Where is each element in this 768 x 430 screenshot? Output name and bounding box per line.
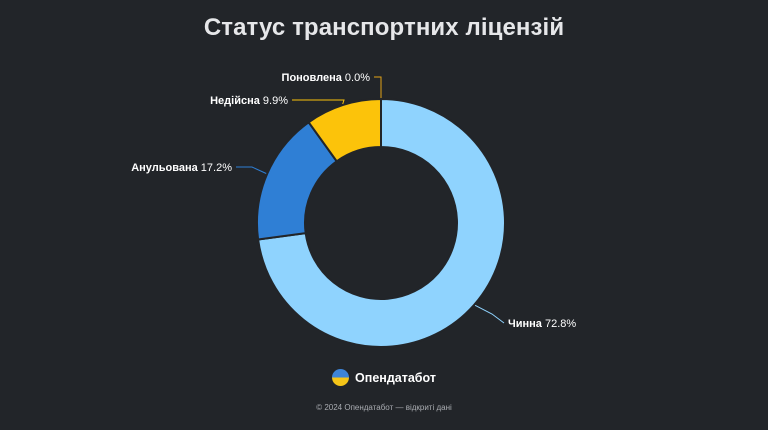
slice-label-name: Недійсна — [210, 95, 261, 107]
slice-label-name: Анульована — [131, 162, 198, 174]
leader-line-1 — [474, 304, 505, 324]
leader-lines — [236, 76, 505, 324]
leader-line-3 — [292, 99, 345, 105]
slice-label-value: 17.2% — [198, 162, 232, 174]
slice-label-2: Анульована 17.2% — [131, 162, 232, 174]
ukraine-flag-circle-icon — [332, 369, 350, 386]
slice-label-value: 9.9% — [260, 95, 288, 107]
leader-line-4 — [374, 76, 382, 98]
slice-label-name: Поновлена — [282, 72, 343, 84]
chart-title: Статус транспортних ліцензій — [203, 14, 565, 41]
donut-slice-3 — [307, 98, 382, 163]
slice-label-name: Чинна — [508, 318, 543, 330]
slice-label-value: 72.8% — [542, 318, 576, 330]
slice-label-3: Недійсна 9.9% — [210, 95, 288, 107]
copyright-text: © 2024 Опендатабот — відкриті дані — [316, 403, 452, 412]
brand: Опендатабот — [0, 369, 768, 386]
slice-label-4: Поновлена 0.0% — [282, 72, 371, 84]
donut-slices — [256, 98, 506, 348]
slice-label-1: Чинна 72.8% — [508, 318, 576, 330]
slice-labels: Чинна 72.8% Анульована 17.2% Недійсна 9.9%… — [131, 72, 576, 330]
slice-label-value: 0.0% — [342, 72, 370, 84]
leader-line-2 — [236, 166, 267, 174]
brand-name: Опендатабот — [355, 370, 436, 385]
donut-slice-1 — [257, 98, 506, 348]
